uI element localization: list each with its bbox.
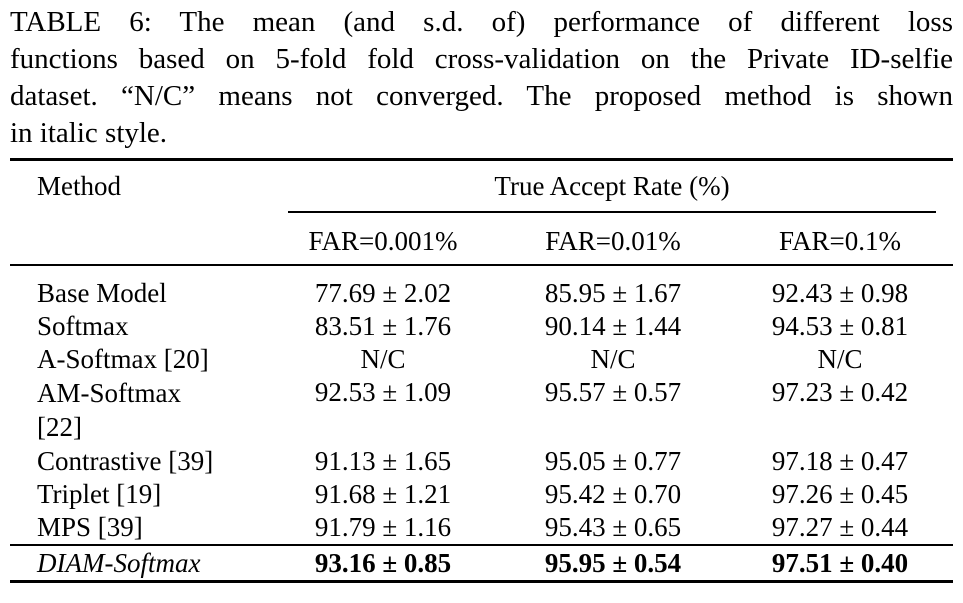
header-method: Method	[37, 171, 121, 201]
value-cell: 91.68 ± 1.21	[314, 479, 452, 509]
value-cell: N/C	[590, 344, 636, 374]
method-cell: Softmax	[37, 311, 129, 341]
rule	[288, 211, 936, 213]
method-cell: A-Softmax [20]	[37, 344, 209, 374]
value-cell: 95.57 ± 0.57	[544, 377, 682, 407]
value-cell: 83.51 ± 1.76	[314, 311, 452, 341]
caption-line: in italic style.	[10, 117, 168, 149]
value-cell: 97.51 ± 0.40	[771, 548, 909, 578]
value-cell: 85.95 ± 1.67	[544, 278, 682, 308]
caption-line: dataset. “N/C” means not converged. The …	[10, 80, 953, 112]
value-cell: 90.14 ± 1.44	[544, 311, 682, 341]
value-cell: 95.43 ± 0.65	[544, 512, 682, 542]
value-cell: 91.13 ± 1.65	[314, 446, 452, 476]
rule	[10, 544, 953, 546]
value-cell: 95.95 ± 0.54	[544, 548, 682, 578]
value-cell: 92.43 ± 0.98	[771, 278, 909, 308]
caption-line: functions based on 5-fold fold cross-val…	[10, 43, 953, 75]
rule	[10, 264, 953, 266]
value-cell: N/C	[817, 344, 863, 374]
rule	[10, 580, 953, 583]
method-cell: DIAM-Softmax	[37, 548, 201, 578]
value-cell: 94.53 ± 0.81	[771, 311, 909, 341]
caption-line: TABLE 6: The mean (and s.d. of) performa…	[10, 6, 953, 38]
method-cell: Base Model	[37, 278, 167, 308]
method-cell: MPS [39]	[37, 512, 143, 542]
value-cell: N/C	[360, 344, 406, 374]
method-cell: Triplet [19]	[37, 479, 162, 509]
subheader: FAR=0.1%	[779, 226, 901, 256]
value-cell: 92.53 ± 1.09	[314, 377, 452, 407]
subheader: FAR=0.01%	[545, 226, 681, 256]
value-cell: 95.05 ± 0.77	[544, 446, 682, 476]
value-cell: 95.42 ± 0.70	[544, 479, 682, 509]
value-cell: 97.18 ± 0.47	[771, 446, 909, 476]
rule	[10, 158, 953, 161]
value-cell: 77.69 ± 2.02	[314, 278, 452, 308]
value-cell: 97.26 ± 0.45	[771, 479, 909, 509]
value-cell: 97.23 ± 0.42	[771, 377, 909, 407]
subheader: FAR=0.001%	[308, 226, 458, 256]
method-cell: AM-Softmax [22]	[37, 378, 181, 442]
value-cell: 93.16 ± 0.85	[314, 548, 452, 578]
value-cell: 91.79 ± 1.16	[314, 512, 452, 542]
value-cell: 97.27 ± 0.44	[771, 512, 909, 542]
header-tar: True Accept Rate (%)	[494, 171, 730, 201]
method-cell: Contrastive [39]	[37, 446, 214, 476]
